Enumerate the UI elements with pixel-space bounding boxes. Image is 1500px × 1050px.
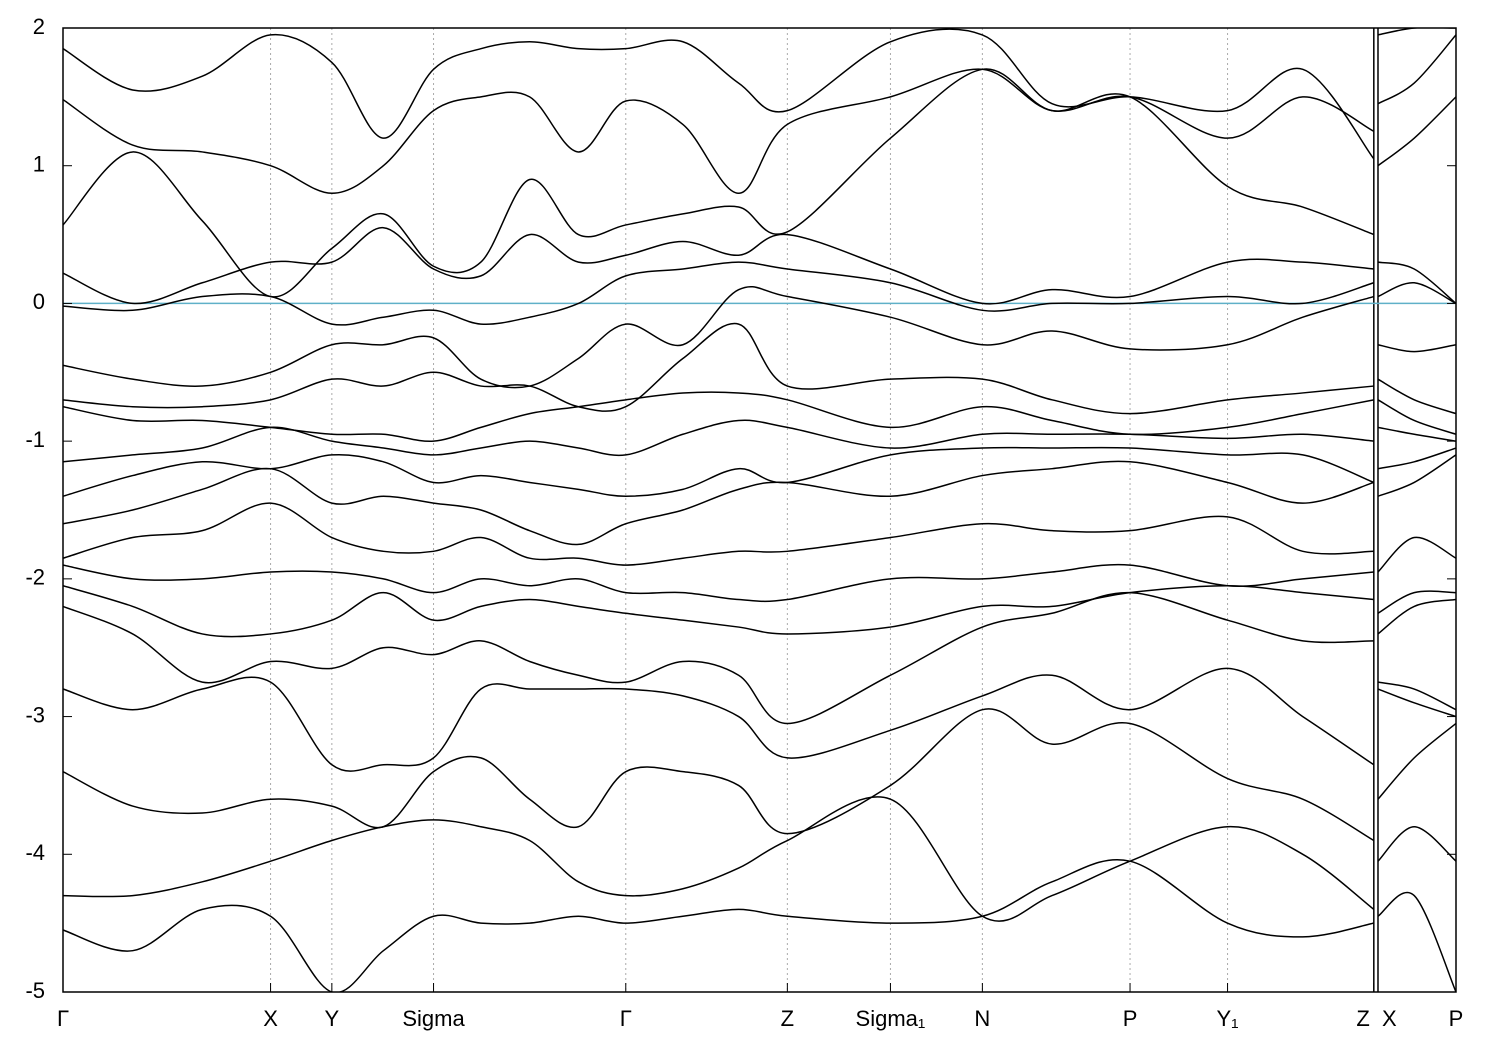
band-line bbox=[63, 68, 1456, 298]
x-tick-label: Sigma bbox=[402, 1006, 465, 1031]
band-line bbox=[63, 591, 1456, 725]
y-tick-label: -3 bbox=[25, 702, 45, 727]
bands-layer bbox=[63, 28, 1456, 992]
band-line bbox=[63, 285, 1456, 389]
y-tick-label: -4 bbox=[25, 840, 45, 865]
grid-layer bbox=[62, 28, 1457, 992]
x-tick-label: Z bbox=[781, 1006, 794, 1031]
x-tick-label: Sigma₁ bbox=[856, 1006, 926, 1031]
band-line bbox=[63, 322, 1456, 415]
band-line bbox=[63, 502, 1456, 573]
x-tick-label: Γ bbox=[620, 1006, 632, 1031]
x-tick-label: Z bbox=[1356, 1006, 1369, 1031]
y-tick-label: 1 bbox=[33, 152, 45, 177]
y-tick-label: -2 bbox=[25, 565, 45, 590]
band-line bbox=[63, 391, 1456, 442]
x-tick-label: Y bbox=[325, 1006, 340, 1031]
x-tick-label: X bbox=[263, 1006, 278, 1031]
band-line bbox=[63, 563, 1456, 614]
band-line bbox=[63, 261, 1456, 326]
band-line bbox=[63, 28, 1456, 160]
x-tick-label: X bbox=[1382, 1006, 1397, 1031]
band-line bbox=[63, 859, 1456, 992]
band-line bbox=[63, 454, 1456, 546]
y-tick-label: -1 bbox=[25, 427, 45, 452]
band-line bbox=[63, 446, 1456, 497]
band-line bbox=[63, 226, 1456, 305]
plot-frame bbox=[62, 27, 1457, 993]
y-tick-label: 2 bbox=[33, 14, 45, 39]
band-line bbox=[63, 708, 1456, 842]
x-tick-label: P bbox=[1449, 1006, 1464, 1031]
band-line bbox=[63, 796, 1456, 922]
x-tick-label: N bbox=[974, 1006, 990, 1031]
x-tick-label: Γ bbox=[57, 1006, 69, 1031]
band-line bbox=[63, 584, 1456, 638]
x-tick-label: P bbox=[1123, 1006, 1138, 1031]
y-tick-label: -5 bbox=[25, 978, 45, 1003]
y-tick-label: 0 bbox=[33, 289, 45, 314]
x-tick-label: Y₁ bbox=[1216, 1006, 1238, 1031]
band-line bbox=[63, 667, 1456, 772]
